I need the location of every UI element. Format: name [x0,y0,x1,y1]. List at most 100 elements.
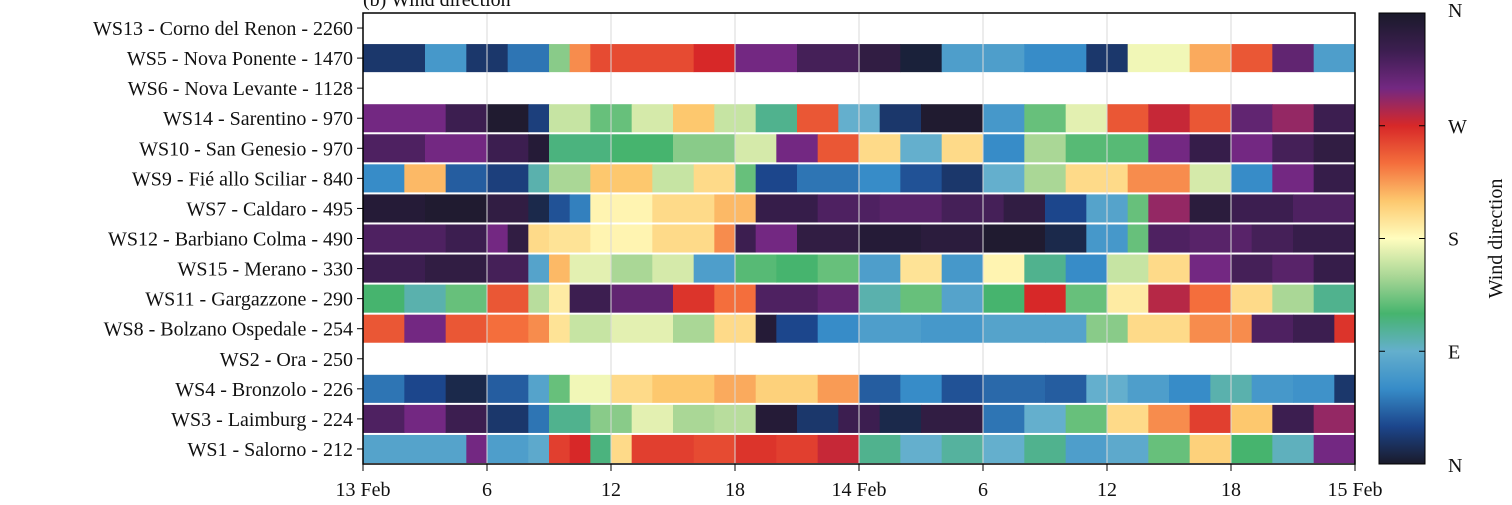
heatmap-cell [404,164,447,193]
heatmap-cell [1231,134,1273,163]
heatmap-cell [693,254,736,283]
heatmap-cell [1251,314,1294,343]
station-label: WS13 - Corno del Renon - 2260 [93,18,353,40]
heatmap-cell [776,254,819,283]
heatmap-cell [714,224,736,253]
heatmap-cell [404,284,447,313]
heatmap-cell [673,104,715,133]
heatmap-cell [1313,404,1356,433]
heatmap-cell [590,164,653,193]
heatmap-cell [569,434,591,463]
heatmap-cell [549,284,571,313]
heatmap-cell [652,374,715,403]
heatmap-cell [363,254,426,283]
heatmap-cell [921,104,984,133]
x-tick-label: 12 [601,479,621,501]
heatmap-cell [363,134,426,163]
heatmap-cell [900,134,943,163]
heatmap-cell [549,44,571,73]
heatmap-cell [941,434,984,463]
heatmap-cell [363,314,405,343]
colorbar-tick-label: S [1448,229,1459,251]
heatmap-cell [1045,194,1087,223]
heatmap-cell [941,374,984,403]
heatmap-cell [631,434,695,463]
heatmap-cell [1231,104,1273,133]
heatmap-cell [776,314,819,343]
heatmap-cell [549,254,571,283]
heatmap-cell [363,164,405,193]
heatmap-cell [425,254,488,283]
heatmap-cell [1334,374,1356,403]
heatmap-cell [445,314,488,343]
station-label: WS15 - Merano - 330 [177,259,353,281]
heatmap-cell [879,194,943,223]
heatmap-cell [1313,254,1356,283]
heatmap-cell [611,254,653,283]
heatmap-cell [1313,434,1356,463]
heatmap-cell [817,314,860,343]
heatmap-cell [1065,104,1108,133]
heatmap-cell [445,374,488,403]
heatmap-cell [569,194,591,223]
x-axis-ticks: 13 Feb 6 12 18 14 Feb 6 12 18 15 Feb [336,464,1383,501]
heatmap-cell [735,254,777,283]
heatmap-cell [1231,194,1294,223]
heatmap-cell [735,44,798,73]
heatmap-cell [590,224,653,253]
heatmap-cell [1148,134,1191,163]
heatmap-cell [549,224,591,253]
heatmap-cell [1024,134,1067,163]
heatmap-cell [1293,314,1335,343]
heatmap-cell [549,164,591,193]
heatmap-cell [900,254,943,283]
heatmap-cell [859,314,922,343]
heatmap-cell [755,104,798,133]
heatmap-cell [590,44,695,73]
heatmap-cell [1293,374,1335,403]
heatmap-cell [528,404,550,433]
heatmap-cell [859,434,901,463]
heatmap-cell [1065,434,1108,463]
heatmap-cell [879,404,922,433]
heatmap-cell [776,134,819,163]
heatmap-cell [487,134,529,163]
heatmap-cell [1272,164,1315,193]
heatmap-cell [652,254,695,283]
station-labels: WS13 - Corno del Renon - 2260 WS5 - Nova … [93,18,363,461]
heatmap-cell [941,284,984,313]
heatmap-cell [941,254,984,283]
heatmap-cell [673,404,715,433]
heatmap-cell [1045,374,1087,403]
heatmap-cell [921,314,984,343]
heatmap-cell [528,194,550,223]
heatmap-cell [1127,374,1170,403]
heatmap-cell [983,104,1025,133]
heatmap-cell [1065,404,1108,433]
x-tick-label: 15 Feb [1328,479,1383,501]
x-tick-label: 6 [978,479,988,501]
heatmap-cell [1251,374,1294,403]
heatmap-cell [817,254,860,283]
heatmap-cell [735,434,777,463]
heatmap-cell [1272,104,1315,133]
heatmap-cell [859,224,922,253]
heatmap-cell [363,44,426,73]
heatmap-cell [1272,284,1315,313]
heatmap-cell [611,374,653,403]
heatmap-cell [1148,104,1191,133]
heatmap-cell [487,194,529,223]
heatmap-cell [1065,254,1108,283]
heatmap-cell [611,134,674,163]
heatmap-cell [611,314,674,343]
heatmap-cell [755,224,798,253]
heatmap-cell [445,164,488,193]
station-label: WS10 - San Genesio - 970 [139,138,353,160]
heatmap-cell [425,134,488,163]
heatmap-cell [817,374,860,403]
station-label: WS14 - Sarentino - 970 [163,108,353,130]
heatmap-cell [859,284,901,313]
x-tick-label: 14 Feb [832,479,887,501]
heatmap-cell [1189,134,1232,163]
